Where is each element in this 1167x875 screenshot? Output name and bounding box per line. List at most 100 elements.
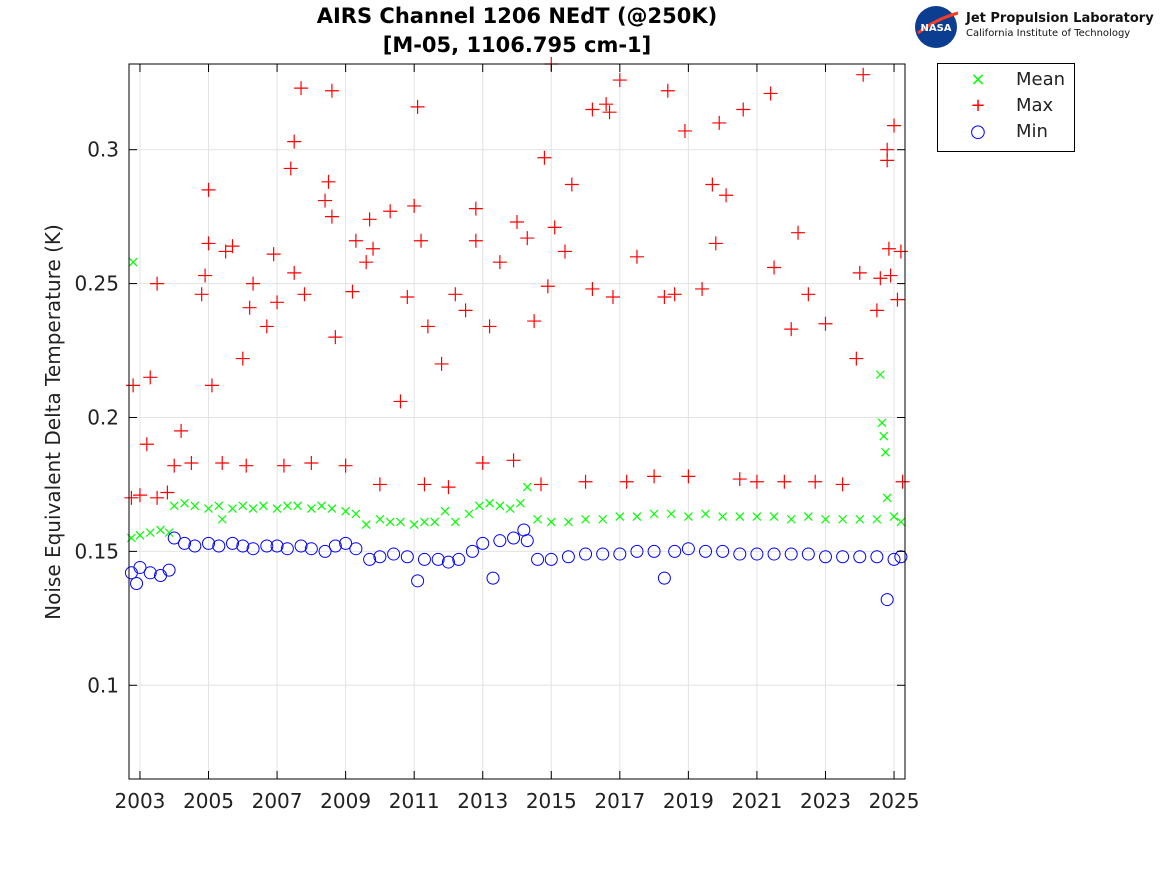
mean-point	[882, 493, 892, 503]
max-point	[468, 201, 483, 216]
max-point	[239, 458, 254, 473]
min-point	[733, 547, 747, 561]
max-point	[767, 260, 782, 275]
max-point	[201, 182, 216, 197]
max-point	[657, 289, 672, 304]
mean-point	[420, 517, 429, 527]
min-point	[154, 568, 168, 582]
mean-point	[145, 528, 155, 538]
max-point	[881, 241, 896, 256]
max-point	[667, 287, 682, 302]
mean-point	[649, 509, 659, 519]
mean-point	[786, 514, 796, 524]
max-point	[297, 287, 312, 302]
min-point	[373, 550, 387, 564]
max-point	[540, 279, 555, 294]
min-point	[318, 544, 332, 558]
min-point	[544, 552, 558, 566]
mean-point	[889, 512, 899, 521]
logo-org: Jet Propulsion Laboratory	[966, 11, 1154, 26]
max-point	[417, 477, 432, 492]
max-point	[270, 295, 285, 310]
min-point	[162, 563, 176, 577]
min-point	[294, 539, 308, 553]
axis-ticks: 2003 2005 2007 2009 2011 2013 2015 2017 2019 2021…	[74, 64, 919, 813]
mean-point	[351, 509, 361, 519]
min-point	[339, 536, 353, 550]
max-point	[510, 214, 524, 229]
max-point	[818, 316, 833, 331]
mean-point	[598, 514, 608, 524]
min-point	[818, 550, 832, 564]
x-tick-label: 2003	[115, 789, 166, 813]
min-point	[596, 547, 610, 561]
max-point	[348, 233, 363, 248]
max-point	[198, 268, 213, 283]
min-point	[887, 552, 901, 566]
y-tick-label: 0.25	[74, 272, 119, 296]
max-point	[784, 322, 799, 337]
mean-point	[474, 501, 484, 511]
mean-point	[128, 257, 138, 267]
max-point	[448, 287, 463, 302]
min-point	[260, 539, 274, 553]
min-point	[226, 536, 240, 550]
max-point	[458, 303, 473, 318]
mean-point	[396, 517, 405, 527]
max-point	[719, 188, 734, 203]
max-point	[259, 319, 274, 334]
x-tick-label: 2021	[731, 789, 782, 813]
max-point	[835, 477, 850, 492]
max-point	[393, 394, 408, 409]
max-point	[681, 469, 696, 484]
legend-marker-icon: ○	[970, 121, 986, 142]
mean-point	[228, 504, 237, 513]
mean-point	[450, 517, 460, 527]
min-point	[657, 571, 671, 585]
mean-point	[495, 501, 505, 511]
max-point	[777, 474, 792, 489]
max-point	[304, 456, 319, 471]
axes-box	[128, 63, 906, 780]
legend-marker-icon: ×	[970, 69, 986, 90]
max-point	[201, 236, 216, 251]
legend-item-mean: × Mean	[938, 69, 1074, 95]
mean-point	[615, 512, 625, 521]
min-point	[880, 593, 894, 607]
min-point	[531, 552, 545, 566]
legend-label: Mean	[1016, 69, 1066, 90]
max-point	[126, 378, 141, 393]
min-point	[130, 577, 144, 591]
mean-point	[341, 506, 351, 516]
mean-point	[877, 418, 887, 428]
max-point	[287, 134, 302, 149]
min-point	[681, 542, 695, 556]
max-point	[599, 97, 614, 112]
max-point	[547, 220, 562, 235]
min-point	[870, 550, 884, 564]
nasa-meatball-icon: NASA	[915, 6, 959, 48]
mean-point	[896, 517, 906, 527]
max-point	[139, 437, 154, 452]
mean-point	[293, 501, 303, 511]
max-point	[204, 378, 219, 393]
mean-point	[306, 504, 316, 513]
max-point	[372, 477, 387, 492]
max-point	[791, 225, 806, 240]
min-point	[894, 550, 908, 564]
mean-point	[872, 514, 882, 524]
min-point	[417, 552, 431, 566]
max-point	[434, 356, 449, 371]
max-point	[578, 474, 593, 489]
min-point	[647, 544, 661, 558]
mean-point	[258, 501, 268, 511]
max-point	[801, 287, 816, 302]
legend-label: Min	[1016, 121, 1048, 142]
min-point	[630, 544, 644, 558]
max-point	[167, 458, 182, 473]
mean-point	[385, 517, 395, 527]
max-point	[856, 67, 871, 82]
max-point	[808, 474, 823, 489]
mean-point	[409, 520, 419, 530]
max-point	[366, 241, 381, 256]
